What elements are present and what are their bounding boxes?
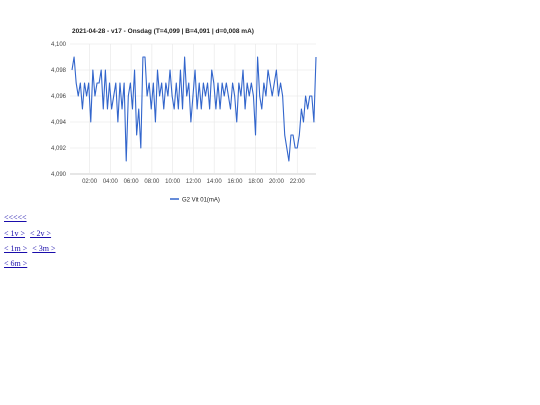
x-tick-label: 06:00 [124,179,140,185]
series-line-0 [71,56,317,162]
chart-svg: 2021-04-28 - v17 - Onsdag (T=4,099 | B=4… [51,28,317,204]
x-tick-label: 02:00 [82,179,98,185]
legend: G2 Vit 01(mA) [170,198,220,204]
chart-container: 2021-04-28 - v17 - Onsdag (T=4,099 | B=4… [51,28,317,204]
nav-link-back-all[interactable]: <<<<< [4,213,27,222]
x-tick-label: 22:00 [290,179,306,185]
x-tick-label: 16:00 [227,179,243,185]
nav-link-1v[interactable]: < 1v > [4,229,26,238]
chart-title: 2021-04-28 - v17 - Onsdag (T=4,099 | B=4… [72,28,254,35]
nav-row-4: < 6m > [4,259,30,268]
x-tick-label: 12:00 [186,179,202,185]
y-tick-label: 4,094 [51,120,67,126]
nav-link-1m[interactable]: < 1m > [4,244,28,253]
x-tick-label: 14:00 [207,179,223,185]
y-tick-label: 4,098 [51,68,67,74]
nav-link-6m[interactable]: < 6m > [4,259,28,268]
grid-layer [70,43,316,175]
nav-link-2v[interactable]: < 2v > [30,229,52,238]
legend-label: G2 Vit 01(mA) [182,198,220,204]
y-tick-label: 4,100 [51,42,67,48]
x-tick-label: 04:00 [103,179,119,185]
nav-row-3: < 1m > < 3m > [4,244,59,253]
series-line-layer [71,56,317,162]
x-tick-label: 08:00 [144,179,160,185]
nav-link-3m[interactable]: < 3m > [32,244,56,253]
y-tick-label: 4,092 [51,146,67,152]
x-tick-label: 18:00 [248,179,264,185]
nav-row-2: < 1v > < 2v > [4,229,54,238]
x-tick-label: 20:00 [269,179,285,185]
y-tick-label: 4,090 [51,172,67,178]
nav-row-1: <<<<< [4,213,30,222]
y-tick-label: 4,096 [51,94,67,100]
x-axis-ticks: 02:00 04:00 06:00 08:00 10:00 12:00 14:00 16:00… [82,179,305,185]
y-axis-ticks: 4,100 4,098 4,096 4,094 4,092 4,090 [51,42,67,178]
x-tick-label: 10:00 [165,179,181,185]
